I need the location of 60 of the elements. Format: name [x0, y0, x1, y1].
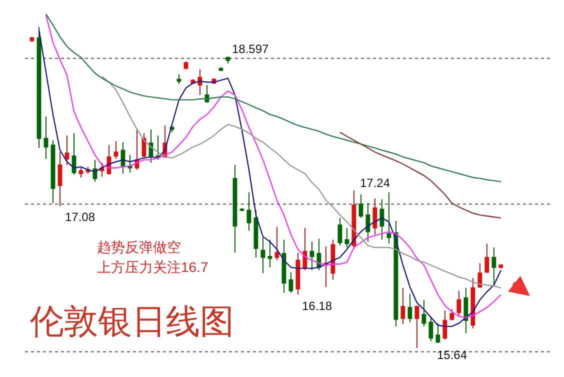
candlestick [44, 116, 48, 160]
candlestick [134, 128, 140, 170]
candlestick [268, 239, 272, 268]
candlestick [442, 310, 448, 340]
candlestick [338, 217, 342, 246]
candlestick [310, 241, 314, 271]
candlestick [78, 167, 84, 178]
candlestick [176, 74, 182, 85]
candlestick [246, 192, 252, 232]
candlestick [302, 227, 308, 271]
candlestick [226, 56, 230, 64]
candlestick [414, 305, 420, 348]
annotation: 17.08 [65, 210, 96, 224]
annotation: 17.24 [360, 176, 390, 190]
candlestick [120, 142, 126, 174]
candlestick [36, 26, 42, 148]
candlestick [58, 152, 62, 207]
candlestick [358, 194, 364, 218]
candlestick [422, 299, 426, 327]
candlestick [470, 277, 476, 329]
candlestick [344, 227, 350, 248]
candlestick [464, 287, 468, 334]
candlestick [288, 272, 294, 294]
candlestick [316, 238, 322, 271]
text: 15.64 [437, 348, 468, 362]
candlestick [50, 140, 56, 204]
candlestick [114, 140, 118, 160]
candlestick [498, 264, 504, 269]
candlestick [394, 220, 398, 327]
candlestick [436, 322, 440, 344]
annotation: 趋势反弹做空 [97, 239, 181, 255]
candlestick [428, 316, 434, 342]
candlestick [64, 134, 70, 166]
candlestick [478, 262, 482, 288]
candlestick [72, 132, 76, 176]
annotation: 18.597 [232, 42, 270, 56]
candlestick [274, 226, 280, 261]
candlestick [254, 210, 258, 258]
candlestick [232, 164, 238, 254]
text: 伦敦银日线图 [30, 302, 234, 342]
candlestick [352, 190, 356, 249]
candlestick [484, 243, 490, 274]
candlestick [184, 61, 188, 70]
candlestick [492, 246, 496, 286]
candlestick [380, 198, 384, 240]
candlestick [366, 202, 370, 242]
candlestick [296, 252, 300, 296]
candlestick [456, 290, 462, 317]
candlestick [400, 287, 406, 325]
candlestick [450, 308, 454, 321]
candlestick [372, 198, 378, 236]
candlestick [198, 68, 202, 96]
candlestick [260, 237, 266, 274]
annotation: 16.18 [302, 299, 332, 313]
candlestick [324, 246, 328, 288]
candlestick [128, 154, 132, 174]
candlestick [282, 239, 286, 294]
candlestick [386, 192, 392, 244]
annotation: 上方压力关注16.7 [97, 259, 208, 275]
candlestick [408, 293, 412, 323]
